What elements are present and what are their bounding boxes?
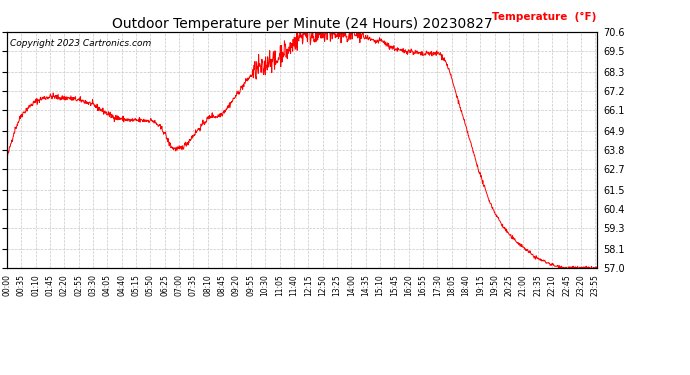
Text: Copyright 2023 Cartronics.com: Copyright 2023 Cartronics.com — [10, 39, 151, 48]
Text: Temperature  (°F): Temperature (°F) — [493, 12, 597, 22]
Title: Outdoor Temperature per Minute (24 Hours) 20230827: Outdoor Temperature per Minute (24 Hours… — [112, 17, 492, 31]
